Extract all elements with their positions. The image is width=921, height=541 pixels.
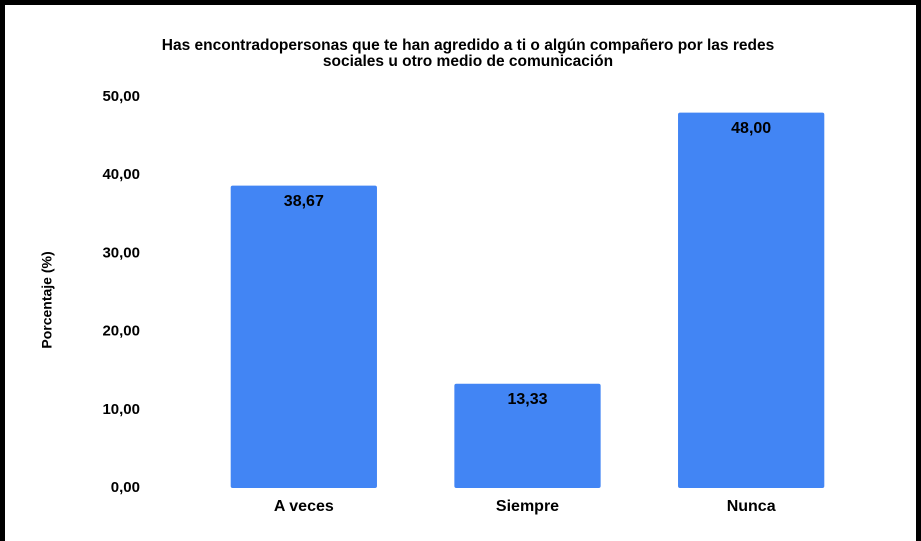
y-tick-label: 30,00	[102, 244, 140, 261]
y-axis-label: Porcentaje (%)	[39, 251, 55, 348]
y-tick-label: 10,00	[102, 401, 140, 418]
x-tick-label: Siempre	[496, 498, 559, 515]
y-tick-label: 40,00	[102, 166, 140, 183]
y-tick-label: 0,00	[111, 479, 140, 496]
y-tick-label: 20,00	[102, 323, 140, 340]
x-tick-label: A veces	[274, 498, 334, 515]
x-tick-label: Nunca	[727, 498, 776, 515]
bar	[678, 112, 825, 488]
chart-title: Has encontradopersonas que te han agredi…	[162, 37, 774, 54]
chart-title: sociales u otro medio de comunicación	[323, 53, 613, 70]
value-label: 13,33	[507, 391, 547, 408]
value-label: 38,67	[284, 193, 324, 210]
y-tick-label: 50,00	[102, 88, 140, 105]
bar	[454, 383, 601, 488]
value-label: 48,00	[731, 120, 771, 137]
bar	[230, 185, 377, 489]
